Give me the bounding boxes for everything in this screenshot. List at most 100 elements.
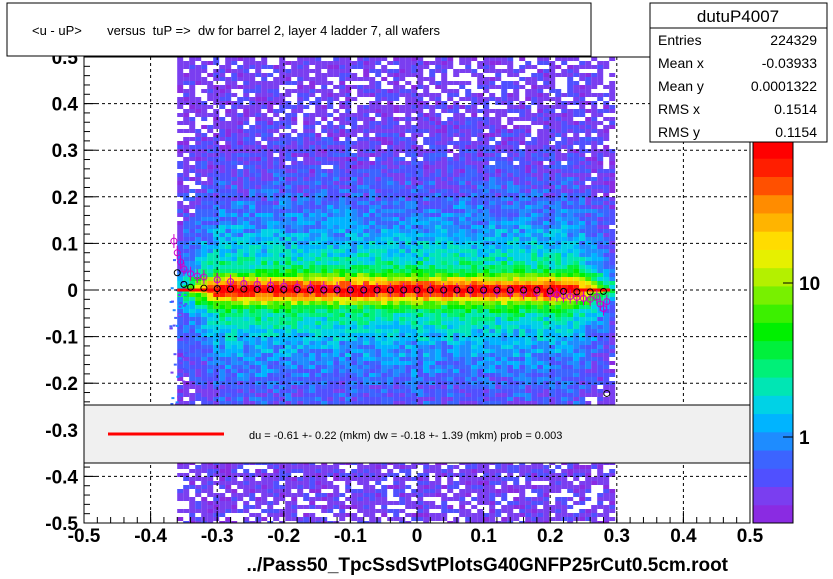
heatmap-cell: [333, 349, 340, 353]
heatmap-cell: [453, 213, 460, 217]
heatmap-cell: [369, 205, 376, 209]
heatmap-cell: [339, 337, 346, 341]
heatmap-cell: [405, 225, 412, 229]
heatmap-cell: [303, 277, 310, 281]
heatmap-cell: [213, 357, 220, 361]
heatmap-cell: [423, 385, 430, 389]
heatmap-cell: [333, 357, 340, 361]
heatmap-cell: [429, 353, 436, 357]
heatmap-cell: [219, 177, 226, 181]
heatmap-cell: [321, 141, 328, 145]
heatmap-cell: [195, 493, 202, 497]
heatmap-cell: [411, 85, 418, 89]
heatmap-cell: [339, 297, 346, 301]
heatmap-cell: [183, 321, 190, 325]
heatmap-cell: [237, 385, 244, 389]
heatmap-cell: [303, 161, 310, 165]
heatmap-cell: [429, 369, 436, 373]
heatmap-cell: [297, 301, 304, 305]
heatmap-cell: [183, 357, 190, 361]
heatmap-cell: [447, 133, 454, 137]
heatmap-cell: [291, 153, 298, 157]
heatmap-cell: [417, 345, 424, 349]
heatmap-cell: [369, 345, 376, 349]
heatmap-cell: [369, 69, 376, 73]
heatmap-cell: [417, 373, 424, 377]
heatmap-cell: [399, 221, 406, 225]
heatmap-cell: [207, 465, 214, 469]
heatmap-cell: [399, 57, 406, 61]
heatmap-cell: [363, 293, 370, 297]
heatmap-cell: [261, 153, 268, 157]
heatmap-cell: [363, 313, 370, 317]
heatmap-cell: [243, 369, 250, 373]
heatmap-cell: [339, 65, 346, 69]
heatmap-cell: [321, 313, 328, 317]
heatmap-cell: [333, 329, 340, 333]
heatmap-cell: [285, 357, 292, 361]
heatmap-cell: [381, 129, 388, 133]
heatmap-cell: [387, 341, 394, 345]
heatmap-cell: [333, 145, 340, 149]
heatmap-cell: [291, 513, 298, 517]
heatmap-cell: [411, 337, 418, 341]
heatmap-cell: [459, 145, 466, 149]
heatmap-cell: [309, 357, 316, 361]
heatmap-cell: [453, 161, 460, 165]
heatmap-cell: [459, 61, 466, 65]
heatmap-cell: [363, 477, 370, 481]
heatmap-cell: [321, 357, 328, 361]
heatmap-cell: [345, 269, 352, 273]
heatmap-cell: [267, 477, 274, 481]
heatmap-cell: [291, 113, 298, 117]
heatmap-cell: [201, 329, 208, 333]
heatmap-cell: [207, 485, 214, 489]
heatmap-cell: [429, 329, 436, 333]
heatmap-cell: [411, 513, 418, 517]
heatmap-cell: [345, 249, 352, 253]
heatmap-cell: [237, 277, 244, 281]
heatmap-cell: [225, 121, 232, 125]
heatmap-cell: [339, 129, 346, 133]
heatmap-cell: [315, 469, 322, 473]
heatmap-cell: [261, 265, 268, 269]
heatmap-cell: [417, 305, 424, 309]
heatmap-cell: [213, 285, 220, 289]
heatmap-cell: [369, 109, 376, 113]
heatmap-cell: [213, 245, 220, 249]
heatmap-cell: [207, 349, 214, 353]
heatmap-cell: [351, 221, 358, 225]
heatmap-cell: [285, 257, 292, 261]
heatmap-cell: [249, 273, 256, 277]
heatmap-cell: [183, 61, 190, 65]
heatmap-cell: [435, 477, 442, 481]
heatmap-cell: [243, 117, 250, 121]
heatmap-cell: [315, 109, 322, 113]
heatmap-cell: [303, 105, 310, 109]
heatmap-cell: [405, 329, 412, 333]
heatmap-cell: [303, 213, 310, 217]
heatmap-cell: [231, 505, 238, 509]
heatmap-cell: [189, 285, 196, 289]
heatmap-cell: [273, 81, 280, 85]
heatmap-cell: [357, 389, 364, 393]
heatmap-cell: [429, 129, 436, 133]
heatmap-cell: [399, 273, 406, 277]
heatmap-cell: [351, 293, 358, 297]
heatmap-cell: [417, 317, 424, 321]
heatmap-cell: [183, 185, 190, 189]
heatmap-cell: [309, 345, 316, 349]
heatmap-cell: [423, 521, 430, 523]
heatmap-cell: [237, 321, 244, 325]
heatmap-cell: [279, 465, 286, 469]
heatmap-cell: [207, 137, 214, 141]
heatmap-cell: [285, 281, 292, 285]
heatmap-cell: [333, 313, 340, 317]
heatmap-cell: [447, 141, 454, 145]
heatmap-cell: [423, 189, 430, 193]
heatmap-cell: [303, 141, 310, 145]
heatmap-cell: [243, 209, 250, 213]
heatmap-cell: [177, 385, 184, 389]
heatmap-cell: [345, 273, 352, 277]
heatmap-cell: [261, 377, 268, 381]
